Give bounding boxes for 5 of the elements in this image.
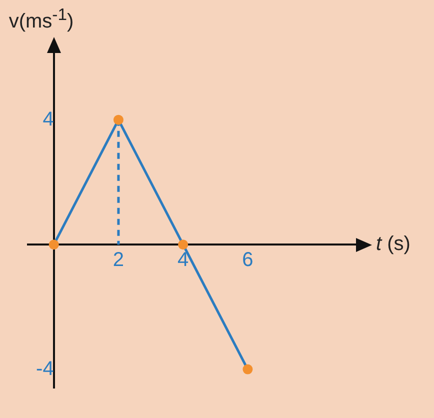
x-tick-label: 4: [178, 249, 189, 272]
x-tick-label: 6: [242, 249, 254, 272]
x-tick-label: 2: [112, 249, 124, 272]
x-axis-title: t (s): [376, 232, 410, 256]
y-axis-title: v(ms$^{-1}$): [8, 5, 74, 34]
